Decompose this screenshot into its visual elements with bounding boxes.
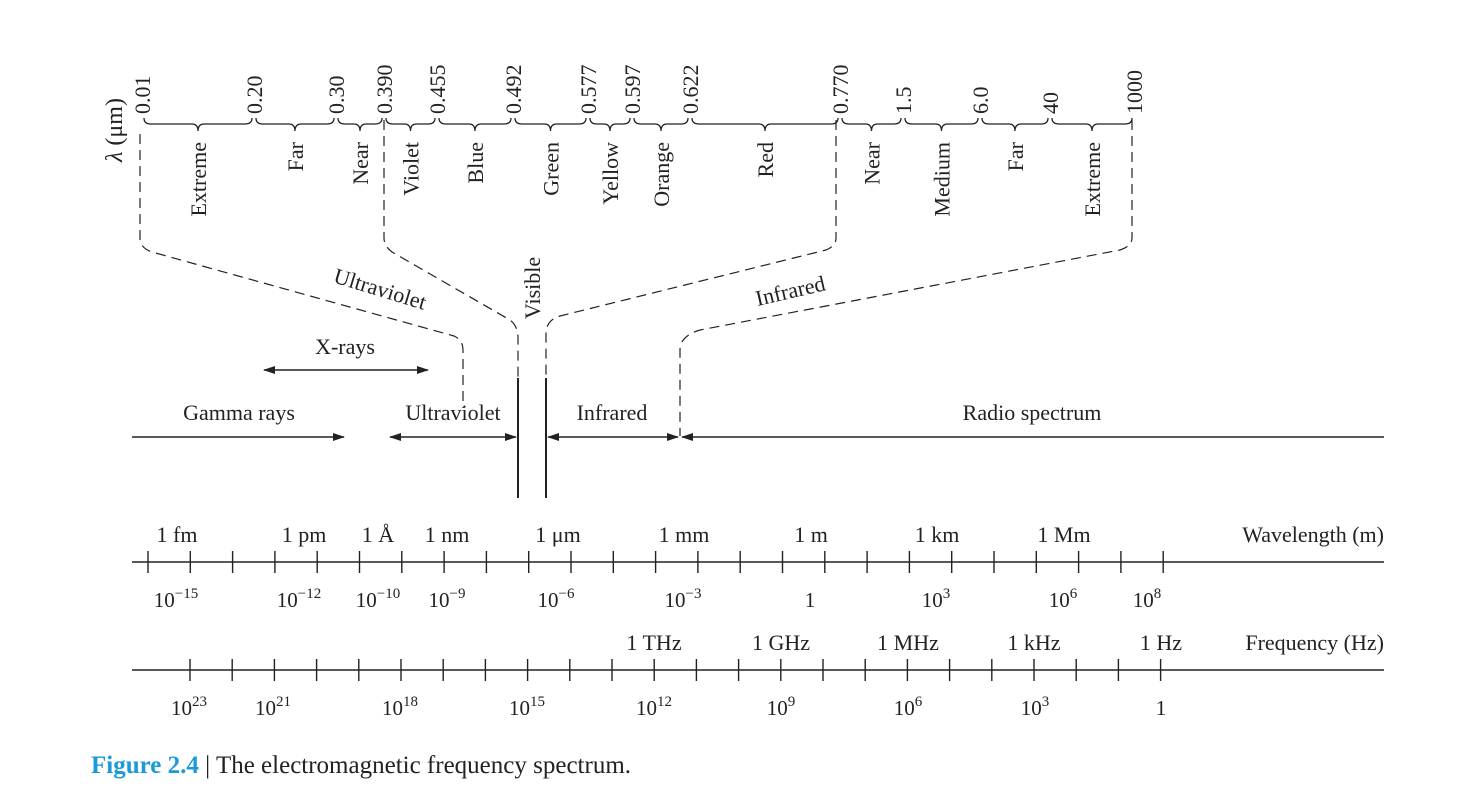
- group-label-infrared: Infrared: [753, 271, 828, 311]
- label-radio: Radio spectrum: [963, 400, 1102, 425]
- figure-caption: Figure 2.4 | The electromagnetic frequen…: [91, 752, 631, 780]
- top-tick-label: 6.0: [968, 87, 993, 115]
- caption-label: Figure 2.4: [91, 752, 199, 779]
- wavelength-power-label: 10−3: [665, 586, 702, 612]
- top-brace: [589, 117, 631, 132]
- frequency-unit-label: 1 MHz: [877, 630, 939, 655]
- top-band-labels: Extreme Far Near Violet Blue Green Yellow Orang…: [186, 141, 1105, 216]
- top-braces: [143, 117, 1133, 132]
- top-tick-label: 0.597: [620, 65, 645, 115]
- lambda-axis-title: λ (μm): [102, 98, 128, 163]
- wavelength-unit-label: 1 km: [915, 522, 960, 547]
- frequency-power-label: 1018: [382, 694, 418, 720]
- wavelength-unit-label: 1 Å: [362, 522, 395, 547]
- top-brace: [514, 117, 587, 132]
- top-band-label: Far: [283, 141, 308, 171]
- top-tick-label: 0.577: [576, 65, 601, 115]
- frequency-power-label: 1: [1156, 696, 1167, 720]
- top-tick-label: 40: [1038, 92, 1063, 114]
- wavelength-power-label: 10−15: [154, 586, 198, 612]
- caption-separator: |: [198, 752, 216, 779]
- top-tick-label: 0.20: [242, 76, 267, 115]
- top-brace: [255, 117, 335, 132]
- wavelength-power-label: 10−6: [538, 586, 575, 612]
- top-band-label: Extreme: [186, 142, 211, 217]
- frequency-power-label: 1021: [255, 694, 291, 720]
- top-band-label: Yellow: [598, 142, 623, 205]
- wavelength-axis: 1 fm 1 pm 1 Å 1 nm 1 μm 1 mm 1 m 1 km 1 Mm Wavele…: [132, 522, 1384, 612]
- top-brace: [841, 117, 902, 132]
- wavelength-power-label: 10−9: [429, 586, 466, 612]
- wavelength-unit-label: 1 fm: [157, 522, 198, 547]
- wavelength-power-label: 1: [805, 588, 816, 612]
- top-brace: [438, 117, 512, 132]
- frequency-power-label: 1015: [509, 694, 545, 720]
- top-band-label: Red: [753, 142, 778, 177]
- label-ultraviolet: Ultraviolet: [405, 400, 500, 425]
- frequency-power-label: 103: [1021, 694, 1050, 720]
- top-band-label: Extreme: [1080, 142, 1105, 217]
- wavelength-power-label: 106: [1049, 586, 1078, 612]
- frequency-unit-label: 1 Hz: [1140, 630, 1182, 655]
- wavelength-power-label: 10−12: [277, 586, 321, 612]
- caption-text: The electromagnetic frequency spectrum.: [215, 752, 632, 779]
- frequency-power-label: 109: [767, 694, 796, 720]
- top-band-label: Near: [860, 141, 885, 184]
- label-xrays: X-rays: [315, 334, 375, 359]
- top-brace: [904, 117, 979, 132]
- wavelength-power-label: 103: [922, 586, 951, 612]
- top-tick-label: 0.30: [324, 76, 349, 115]
- frequency-axis-title: Frequency (Hz): [1245, 630, 1384, 655]
- top-band-label: Violet: [399, 142, 424, 196]
- top-brace: [1051, 117, 1133, 132]
- frequency-unit-label: 1 GHz: [752, 630, 810, 655]
- top-brace: [981, 117, 1049, 132]
- top-tick-labels: 0.01 0.20 0.30 0.390 0.455 0.492 0.577 0.597 0.6…: [130, 65, 1147, 115]
- wavelength-power-label: 108: [1133, 586, 1162, 612]
- wavelength-unit-label: 1 μm: [535, 522, 580, 547]
- wavelength-unit-label: 1 mm: [659, 522, 710, 547]
- top-tick-label: 0.622: [678, 65, 703, 115]
- label-gamma: Gamma rays: [183, 400, 295, 425]
- top-band-label: Far: [1003, 141, 1028, 171]
- top-tick-label: 0.492: [501, 65, 526, 115]
- group-label-visible: Visible: [520, 257, 545, 319]
- dashed-guides: [139, 120, 1133, 436]
- top-tick-label: 0.770: [828, 65, 853, 115]
- dashed-ir-right: [679, 120, 1133, 436]
- top-brace: [633, 117, 689, 132]
- frequency-power-label: 1023: [171, 694, 207, 720]
- frequency-axis: 1 THz 1 GHz 1 MHz 1 kHz 1 Hz Frequency (Hz) 10…: [132, 630, 1384, 720]
- dashed-uv-left: [139, 134, 464, 408]
- top-brace: [143, 117, 253, 132]
- frequency-power-label: 106: [894, 694, 923, 720]
- top-brace: [385, 117, 436, 132]
- top-band-label: Blue: [463, 142, 488, 184]
- top-brace: [691, 117, 839, 132]
- wavelength-axis-title: Wavelength (m): [1242, 522, 1384, 547]
- wavelength-unit-label: 1 Mm: [1037, 522, 1090, 547]
- wavelength-unit-label: 1 nm: [425, 522, 470, 547]
- top-tick-label: 1000: [1122, 70, 1147, 114]
- frequency-unit-label: 1 kHz: [1007, 630, 1060, 655]
- label-infrared: Infrared: [577, 400, 648, 425]
- wavelength-power-label: 10−10: [356, 586, 400, 612]
- frequency-unit-label: 1 THz: [626, 630, 681, 655]
- top-tick-label: 0.01: [130, 76, 155, 115]
- top-tick-label: 0.390: [372, 65, 397, 115]
- top-tick-label: 1.5: [891, 87, 916, 115]
- wavelength-unit-label: 1 m: [794, 522, 828, 547]
- top-band-label: Green: [539, 142, 564, 196]
- top-band-label: Near: [348, 141, 373, 184]
- top-band-label: Orange: [649, 142, 674, 207]
- dashed-uv-right: [383, 120, 519, 378]
- top-brace: [337, 117, 383, 132]
- group-label-ultraviolet: Ultraviolet: [331, 263, 429, 315]
- frequency-power-label: 1012: [636, 694, 672, 720]
- top-tick-label: 0.455: [425, 65, 450, 115]
- wavelength-unit-label: 1 pm: [282, 522, 327, 547]
- dashed-ir-left: [545, 120, 837, 378]
- top-band-label: Medium: [930, 142, 955, 217]
